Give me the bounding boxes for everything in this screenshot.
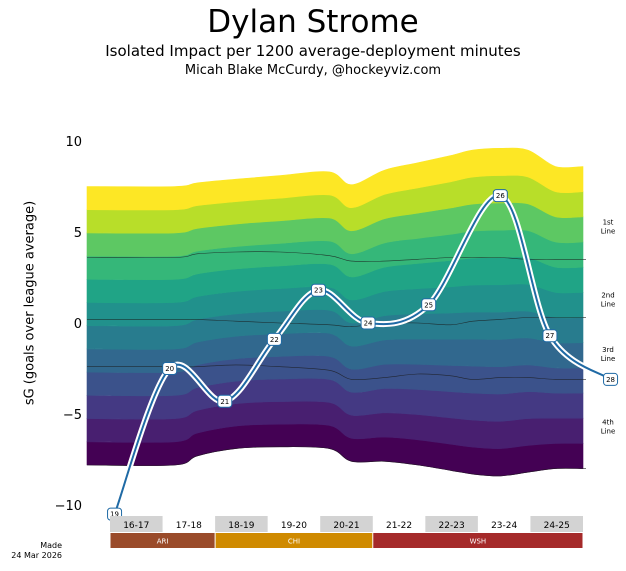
deployment-label-part: 1st — [603, 219, 614, 227]
impact-point-box — [421, 298, 437, 312]
chart-subtitle: Isolated Impact per 1200 average-deploym… — [105, 42, 521, 60]
team-strip: ARI CHI WSH — [110, 533, 583, 548]
deployment-label-part: Line — [601, 428, 616, 436]
team-label: WSH — [470, 538, 487, 546]
deployment-label-part: Line — [601, 355, 616, 363]
team-label: CHI — [288, 538, 300, 546]
season-label: 16-17 — [123, 521, 149, 531]
impact-point-label: 25 — [424, 301, 433, 309]
season-label: 21-22 — [386, 521, 412, 531]
y-axis-ticks: 10 5 0 −5 −10 — [55, 135, 82, 514]
impact-point-box — [162, 362, 178, 375]
deployment-label-part: Line — [601, 300, 616, 308]
impact-point: 21 — [217, 394, 233, 408]
season-label: 19-20 — [281, 521, 307, 531]
impact-point: 26 — [492, 189, 508, 203]
team-label: ARI — [157, 538, 169, 546]
season-label: 17-18 — [176, 521, 202, 531]
deployment-label: 4th Line — [601, 419, 616, 436]
boundary-3rd-4th — [86, 364, 584, 381]
deployment-label: 2nd Line — [601, 291, 616, 308]
deployment-label-part: 3rd — [602, 346, 614, 354]
season-cell-bg — [320, 516, 373, 532]
impact-point-label: 26 — [496, 192, 505, 200]
impact-line: 19 20 21 22 23 24 25 26 27 28 — [107, 189, 619, 521]
impact-point-box — [603, 372, 619, 386]
impact-point: 22 — [266, 332, 282, 346]
impact-point: 27 — [542, 329, 558, 343]
chart-title: Dylan Strome — [207, 4, 419, 40]
impact-point-label: 19 — [110, 511, 119, 519]
impact-point: 25 — [421, 298, 437, 312]
season-strip: 16-17 17-18 18-19 19-20 20-21 21-22 22-23 23-24… — [110, 516, 583, 532]
impact-point-label: 23 — [314, 287, 323, 295]
impact-point: 20 — [162, 362, 178, 375]
impact-point-box — [310, 283, 326, 297]
impact-point-box — [492, 189, 508, 203]
season-label: 20-21 — [333, 521, 359, 531]
impact-point: 23 — [310, 283, 326, 297]
made-date: Made 24 Mar 2026 — [2, 541, 62, 561]
impact-point-label: 28 — [606, 376, 615, 384]
made-date-value: 24 Mar 2026 — [11, 551, 62, 560]
deployment-label-part: 2nd — [601, 291, 614, 299]
impact-point: 28 — [603, 372, 619, 386]
impact-point: 24 — [360, 316, 376, 330]
made-label: Made — [40, 541, 62, 550]
impact-point-label: 21 — [220, 398, 229, 406]
season-cell-bg — [215, 516, 268, 532]
chart-credit: Micah Blake McCurdy, @hockeyviz.com — [184, 63, 442, 78]
impact-line-stroke — [113, 194, 612, 515]
y-tick-label: −10 — [55, 499, 82, 514]
band-12 — [86, 147, 584, 211]
y-tick-label: 10 — [65, 135, 82, 150]
deployment-label-part: Line — [601, 228, 616, 236]
season-cell-bg — [425, 516, 478, 532]
deployment-label: 3rd Line — [601, 346, 616, 363]
deployment-label: 1st Line — [601, 219, 616, 236]
impact-point-box — [360, 316, 376, 330]
impact-point-box — [542, 329, 558, 343]
boundary-1st-2nd — [86, 251, 583, 262]
impact-point-label: 24 — [364, 320, 373, 328]
impact-point-label: 22 — [270, 336, 279, 344]
y-tick-label: 0 — [74, 317, 82, 332]
impact-point-label: 20 — [165, 365, 174, 373]
y-tick-label: −5 — [63, 408, 82, 423]
season-label: 18-19 — [228, 521, 254, 531]
impact-point-label: 27 — [545, 332, 554, 340]
y-tick-label: 5 — [74, 226, 82, 241]
season-label: 24-25 — [544, 521, 570, 531]
deployment-bands — [86, 147, 584, 477]
season-label: 23-24 — [491, 521, 517, 531]
team-cell — [373, 533, 583, 548]
team-cell — [110, 533, 215, 548]
impact-point-box — [217, 394, 233, 408]
boundary-bottom — [86, 446, 584, 477]
deployment-label-part: 4th — [602, 419, 614, 427]
season-label: 22-23 — [439, 521, 465, 531]
season-cell-bg — [530, 516, 583, 532]
impact-point-box — [266, 332, 282, 346]
team-cell — [215, 533, 373, 548]
season-cell-bg — [110, 516, 163, 532]
